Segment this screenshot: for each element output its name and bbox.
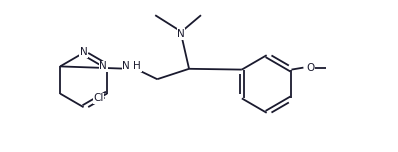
Text: Cl: Cl [93, 93, 103, 103]
Text: N: N [123, 61, 130, 71]
Text: O: O [306, 63, 314, 73]
Text: N: N [177, 29, 185, 39]
Text: N: N [99, 61, 107, 71]
Text: H: H [133, 61, 141, 71]
Text: N: N [80, 47, 88, 57]
